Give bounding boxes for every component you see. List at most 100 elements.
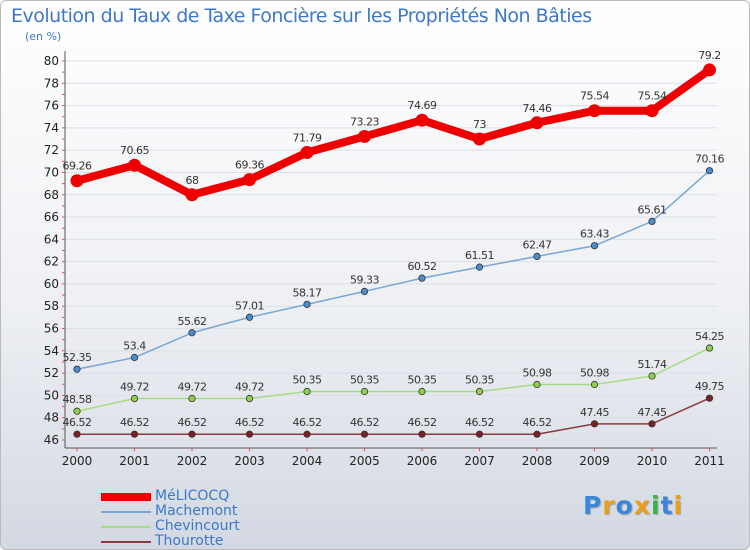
- data-label: 54.25: [695, 330, 724, 343]
- data-label: 46.52: [235, 416, 264, 429]
- data-label: 75.54: [638, 90, 667, 103]
- legend-swatch: [101, 525, 151, 528]
- data-label: 68: [186, 174, 199, 187]
- data-point: [418, 274, 426, 282]
- data-label: 46.52: [408, 416, 437, 429]
- data-point: [73, 365, 81, 373]
- legend-label: Thourotte: [155, 533, 224, 549]
- data-point: [188, 329, 196, 337]
- data-point: [303, 387, 311, 396]
- y-tick-label: 70: [44, 165, 59, 179]
- data-point: [533, 430, 541, 438]
- legend-item: Machemont: [101, 504, 240, 519]
- y-tick-label: 58: [44, 299, 59, 313]
- data-point: [300, 146, 314, 160]
- y-tick-label: 52: [44, 366, 59, 380]
- y-tick-label: 64: [44, 232, 59, 246]
- data-point: [533, 252, 541, 261]
- series-2: 48.58 49.72 49.72 49.72 50.35 50.35 50.35 50.35…: [63, 330, 725, 415]
- x-tick-label: 2006: [407, 454, 438, 468]
- data-point: [705, 394, 714, 402]
- data-point: [73, 407, 81, 415]
- x-tick-label: 2008: [522, 454, 553, 468]
- data-point: [475, 387, 484, 396]
- series-0: 69.26 70.65 68 69.36 71.79 73.23 74.69 73 74.46 7…: [63, 49, 721, 202]
- data-point: [590, 420, 599, 428]
- x-tick-label: 2010: [637, 454, 668, 468]
- data-label: 70.16: [695, 153, 724, 166]
- data-label: 58.17: [293, 286, 322, 299]
- data-label: 46.52: [178, 416, 207, 429]
- chart-title: Evolution du Taux de Taxe Foncière sur l…: [11, 5, 592, 27]
- data-label: 49.72: [120, 381, 149, 394]
- data-point: [703, 63, 716, 77]
- y-tick-label: 46: [44, 433, 59, 447]
- data-label: 46.52: [63, 416, 92, 429]
- data-label: 70.65: [120, 144, 149, 157]
- data-point: [185, 188, 199, 202]
- data-label: 49.72: [235, 381, 264, 394]
- logo-letter: i: [673, 491, 684, 520]
- data-label: 48.58: [63, 393, 92, 406]
- y-tick-label: 50: [44, 388, 59, 402]
- data-label: 47.45: [638, 406, 667, 419]
- data-label: 52.35: [63, 351, 92, 364]
- y-tick-label: 74: [44, 121, 59, 135]
- y-tick-label: 60: [44, 277, 59, 291]
- data-point: [418, 430, 426, 438]
- data-label: 74.46: [523, 102, 552, 115]
- logo-letter: P: [583, 491, 603, 520]
- y-tick-labels: 46 48 50 52 54 56 58 60 62 64 66 68 70 72 74 76 78 80: [44, 54, 59, 447]
- data-label: 46.52: [120, 416, 149, 429]
- data-point: [590, 242, 599, 250]
- data-label: 53.4: [123, 340, 146, 353]
- data-label: 60.52: [408, 260, 437, 273]
- logo-letter: o: [615, 491, 634, 520]
- y-tick-label: 66: [44, 210, 59, 224]
- data-point: [473, 132, 486, 146]
- data-label: 69.36: [235, 159, 264, 172]
- data-label: 50.98: [580, 366, 609, 379]
- data-point: [303, 430, 311, 438]
- data-point: [533, 380, 541, 389]
- y-tick-label: 78: [44, 76, 59, 90]
- data-point: [188, 430, 196, 438]
- data-point: [475, 430, 484, 438]
- data-label: 57.01: [235, 299, 264, 312]
- series-1: 52.35 53.4 55.62 57.01 58.17 59.33 60.52 61.51 6…: [63, 153, 725, 373]
- y-tick-label: 72: [44, 143, 59, 157]
- data-point: [245, 394, 254, 403]
- x-tick-labels: 2000 2001 2002 2003 2004 2005 2006 2007 2008 2009…: [62, 448, 725, 468]
- y-tick-label: 76: [44, 99, 59, 113]
- data-point: [590, 380, 599, 389]
- legend-label: Chevincourt: [155, 518, 240, 534]
- data-label: 46.52: [465, 416, 494, 429]
- data-point: [303, 300, 311, 308]
- data-point: [475, 263, 484, 271]
- data-point: [588, 104, 601, 118]
- data-point: [358, 129, 371, 143]
- data-label: 65.61: [638, 203, 667, 216]
- data-label: 63.43: [580, 228, 609, 241]
- series-3: 46.52 46.52 46.52 46.52 46.52 46.52 46.52 46.52…: [63, 380, 725, 438]
- data-point: [705, 344, 714, 352]
- proxiti-logo: Proxiti: [583, 491, 683, 520]
- data-label: 46.52: [350, 416, 379, 429]
- data-point: [360, 387, 369, 396]
- y-axis-unit-label: (en %): [25, 30, 62, 43]
- data-point: [360, 287, 369, 296]
- data-point: [360, 430, 369, 438]
- y-tick-label: 48: [44, 411, 59, 425]
- x-tick-label: 2004: [292, 454, 323, 468]
- data-point: [188, 394, 196, 403]
- chart-legend: MéLICOCQ Machemont Chevincourt Thourotte: [101, 489, 240, 549]
- data-label: 46.52: [523, 416, 552, 429]
- x-tick-label: 2009: [579, 454, 610, 468]
- data-label: 79.2: [698, 49, 721, 62]
- data-point: [530, 116, 544, 130]
- series-line: [73, 65, 714, 199]
- data-label: 55.62: [178, 315, 207, 328]
- data-point: [705, 167, 714, 175]
- data-label: 46.52: [293, 416, 322, 429]
- data-label: 74.69: [408, 99, 437, 112]
